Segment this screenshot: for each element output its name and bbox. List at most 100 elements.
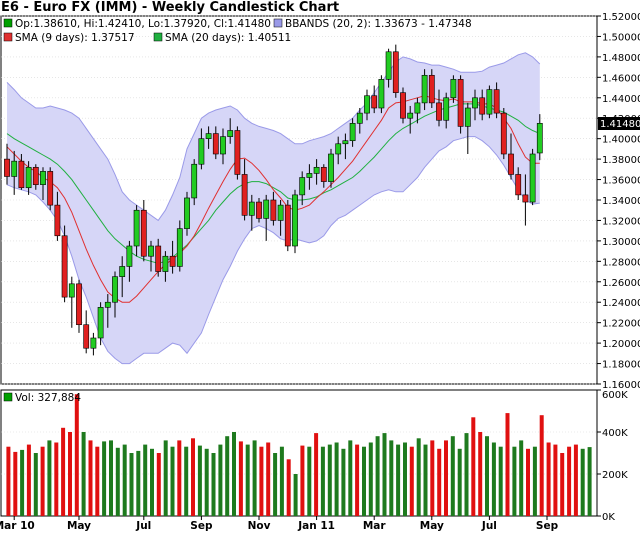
time-tick-label: May [67, 520, 91, 532]
candle [479, 89, 486, 121]
sma20-line [6, 103, 540, 264]
candle [371, 85, 378, 114]
legend-ohlc: Op:1.38610, Hi:1.42410, Lo:1.37920, Cl:1… [15, 18, 271, 30]
volume-bar [485, 436, 489, 516]
volume-bar [478, 432, 483, 516]
volume-bar [232, 432, 236, 516]
candle [205, 126, 212, 149]
legend-swatch-sma20 [153, 32, 163, 42]
volume-bar [88, 440, 93, 516]
price-tick-label: 1.44000 [602, 94, 640, 105]
candle [306, 164, 313, 190]
candle-body [342, 140, 349, 145]
candle [18, 154, 25, 190]
candle-body [11, 160, 18, 177]
legend-swatch-bbands [273, 18, 283, 28]
legend-sma9: SMA (9 days): 1.37517 [15, 32, 135, 44]
candle-body [220, 136, 226, 155]
candle [457, 75, 464, 134]
volume-bar [197, 445, 202, 516]
candle [342, 133, 349, 160]
candle [162, 251, 169, 282]
candle [428, 69, 435, 108]
candle [529, 148, 536, 206]
volume-bar [532, 446, 537, 516]
volume-bar [191, 438, 195, 516]
candle [227, 118, 234, 144]
volume-bar [409, 446, 414, 516]
candle-body [234, 130, 241, 175]
volume-bar [204, 448, 209, 516]
candle-body [508, 153, 514, 175]
sma9-line [6, 95, 540, 303]
candle [400, 87, 406, 124]
candle [25, 161, 32, 195]
volume-bar [40, 446, 45, 516]
volume-bar [143, 444, 148, 516]
candle-body [191, 163, 198, 199]
candle-body [378, 79, 385, 109]
legend-swatch-ohlc [3, 18, 13, 28]
candle-body [486, 89, 493, 115]
candle [270, 191, 277, 226]
candle [184, 191, 190, 236]
last-price-marker: 1.41480 [598, 117, 640, 130]
volume-tick-label: 400K [602, 428, 628, 439]
volume-bar [266, 442, 271, 516]
candle-body [450, 79, 457, 99]
price-tick-label: 1.18000 [602, 360, 640, 371]
bbands-upper-line [6, 52, 541, 222]
candle-body [328, 153, 334, 182]
volume-legend-swatch [3, 392, 13, 402]
candle-body [227, 130, 234, 137]
volume-bar [115, 447, 120, 517]
price-tick-label: 1.30000 [602, 237, 640, 248]
candle [104, 294, 111, 328]
candle-body [112, 276, 118, 303]
candle [198, 128, 205, 170]
candle-body [400, 92, 406, 119]
volume-bar [259, 446, 264, 516]
candle [40, 167, 46, 200]
time-axis: Mar 10 May Jul Sep Nov Jan 11 Mar May Jul Sep [0, 516, 559, 532]
volume-bar [355, 444, 360, 516]
candle [234, 126, 241, 180]
candle-body [356, 112, 363, 124]
volume-bar [375, 436, 380, 516]
volume-bar [252, 440, 257, 516]
candle-body [407, 112, 414, 119]
candle [508, 133, 514, 180]
legend: Op:1.38610, Hi:1.42410, Lo:1.37920, Cl:1… [3, 18, 472, 44]
candle-body [18, 160, 25, 189]
time-tick-label: Sep [536, 520, 559, 532]
candle [284, 200, 291, 252]
volume-bar [327, 444, 332, 516]
volume-gridlines [1, 431, 597, 475]
candle [176, 220, 183, 272]
volume-bar [526, 448, 530, 516]
candle [220, 128, 226, 165]
volume-tick-label: 200K [602, 470, 628, 481]
candle [83, 310, 90, 354]
candle-body [421, 74, 428, 104]
time-tick-label: May [420, 520, 444, 532]
volume-axis: 0K 200K 400K 600K [597, 389, 628, 523]
candle-body [493, 89, 500, 114]
volume-bar [560, 453, 565, 516]
volume-tick-label: 600K [602, 390, 628, 401]
time-tick-label: Jan 11 [297, 520, 335, 532]
legend-swatch-sma9 [3, 32, 13, 42]
volume-bar [6, 446, 11, 516]
volume-bar [437, 448, 442, 516]
price-tick-label: 1.50000 [602, 32, 640, 43]
candle-body [248, 201, 255, 216]
candles [4, 44, 543, 356]
candle-body [515, 174, 522, 196]
volume-bar [74, 394, 79, 516]
volume-bar [211, 453, 216, 516]
volume-bar [307, 446, 312, 516]
candle [68, 276, 75, 328]
volume-legend: Vol: 327,884 [15, 392, 81, 404]
candle-body [32, 166, 39, 185]
